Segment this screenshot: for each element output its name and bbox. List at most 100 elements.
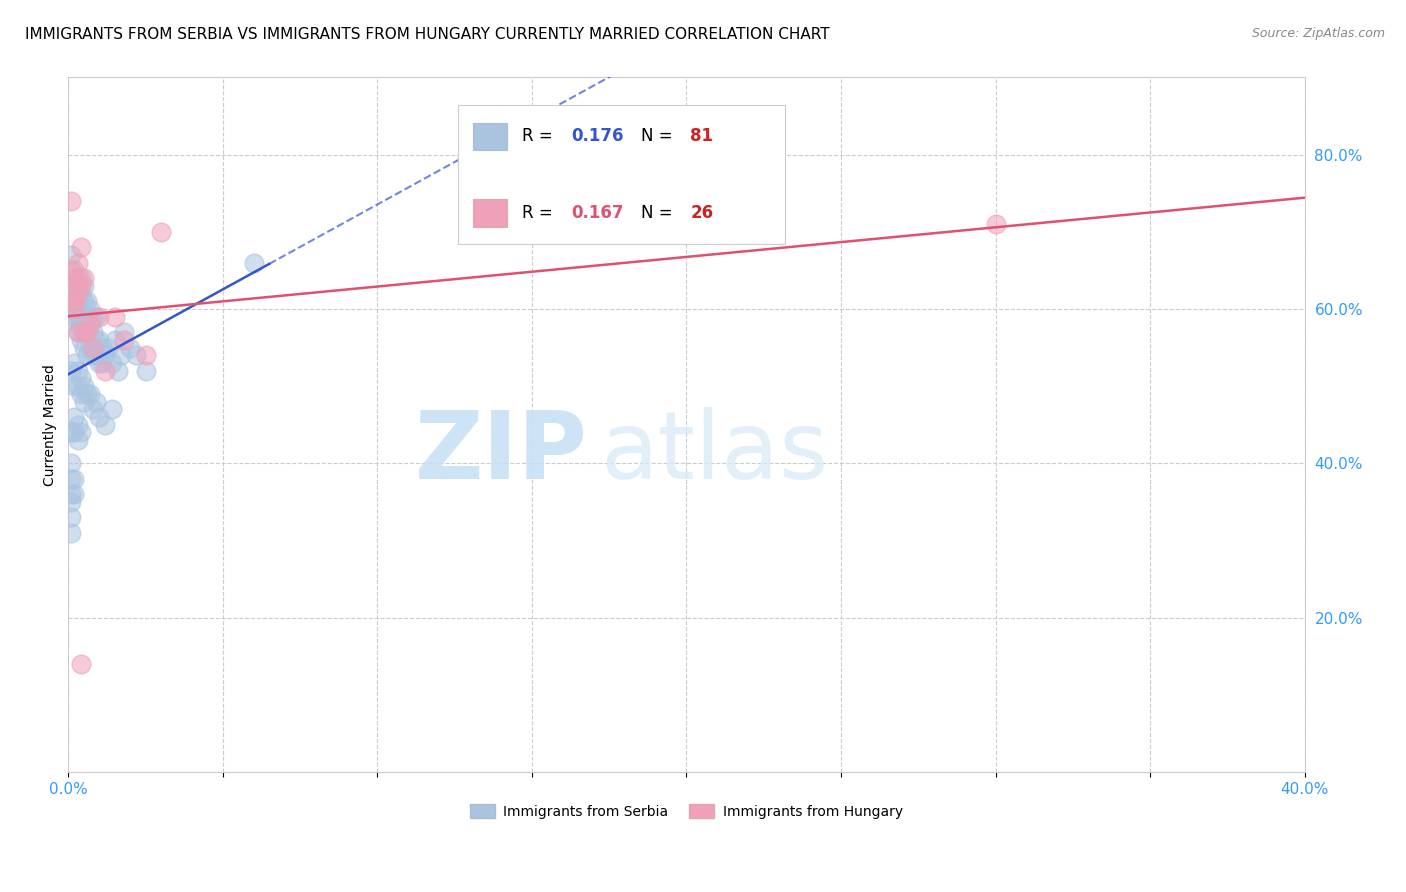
Point	[112, 333, 135, 347]
Point	[79, 301, 101, 316]
Point	[73, 294, 96, 309]
FancyBboxPatch shape	[458, 105, 786, 244]
FancyBboxPatch shape	[472, 199, 508, 227]
Point	[63, 294, 86, 309]
Point	[60, 278, 83, 293]
Point	[63, 410, 86, 425]
Point	[69, 425, 91, 440]
Point	[89, 410, 111, 425]
Point	[60, 278, 83, 293]
Point	[66, 318, 89, 332]
Point	[69, 318, 91, 332]
Point	[73, 394, 96, 409]
Point	[60, 472, 83, 486]
Point	[100, 402, 122, 417]
Text: Source: ZipAtlas.com: Source: ZipAtlas.com	[1251, 27, 1385, 40]
Point	[60, 194, 83, 208]
Point	[76, 325, 98, 339]
Point	[76, 310, 98, 324]
Point	[89, 310, 111, 324]
Point	[104, 333, 127, 347]
Legend: Immigrants from Serbia, Immigrants from Hungary: Immigrants from Serbia, Immigrants from …	[464, 798, 908, 824]
Point	[79, 318, 101, 332]
Point	[63, 310, 86, 324]
Point	[82, 325, 104, 339]
Point	[84, 394, 107, 409]
Point	[63, 379, 86, 393]
Point	[110, 348, 132, 362]
Point	[76, 348, 98, 362]
Point	[69, 271, 91, 285]
Point	[76, 387, 98, 401]
Point	[66, 286, 89, 301]
Point	[66, 325, 89, 339]
Point	[63, 278, 86, 293]
Point	[89, 356, 111, 370]
Point	[63, 301, 86, 316]
Point	[82, 310, 104, 324]
Point	[60, 425, 83, 440]
Point	[69, 240, 91, 254]
Point	[63, 356, 86, 370]
Point	[73, 271, 96, 285]
Point	[63, 294, 86, 309]
Point	[76, 325, 98, 339]
Point	[94, 417, 117, 432]
Point	[94, 364, 117, 378]
Point	[60, 263, 83, 277]
Point	[69, 278, 91, 293]
Text: 0.176: 0.176	[571, 128, 624, 145]
Text: R =: R =	[522, 128, 558, 145]
Point	[73, 341, 96, 355]
Point	[69, 333, 91, 347]
Point	[82, 348, 104, 362]
Point	[63, 271, 86, 285]
Point	[66, 294, 89, 309]
Point	[63, 472, 86, 486]
Point	[82, 402, 104, 417]
Point	[60, 495, 83, 509]
Point	[73, 278, 96, 293]
Point	[97, 341, 120, 355]
Point	[84, 348, 107, 362]
Point	[66, 301, 89, 316]
Text: atlas: atlas	[600, 407, 828, 499]
Point	[66, 379, 89, 393]
Text: 0.167: 0.167	[571, 204, 624, 222]
Point	[89, 333, 111, 347]
Point	[60, 364, 83, 378]
Point	[66, 364, 89, 378]
Point	[82, 341, 104, 355]
Point	[94, 348, 117, 362]
Point	[69, 371, 91, 385]
Point	[73, 379, 96, 393]
Point	[63, 487, 86, 501]
Point	[69, 657, 91, 671]
Point	[125, 348, 148, 362]
Point	[134, 364, 156, 378]
Point	[91, 341, 114, 355]
Point	[66, 325, 89, 339]
Point	[84, 333, 107, 347]
Text: IMMIGRANTS FROM SERBIA VS IMMIGRANTS FROM HUNGARY CURRENTLY MARRIED CORRELATION : IMMIGRANTS FROM SERBIA VS IMMIGRANTS FRO…	[25, 27, 830, 42]
Point	[60, 510, 83, 524]
Text: R =: R =	[522, 204, 558, 222]
Point	[149, 225, 172, 239]
Point	[63, 425, 86, 440]
Point	[91, 356, 114, 370]
Point	[60, 525, 83, 540]
Text: 81: 81	[690, 128, 713, 145]
Point	[112, 325, 135, 339]
Point	[66, 255, 89, 269]
Point	[107, 364, 129, 378]
FancyBboxPatch shape	[472, 122, 508, 151]
Text: 26: 26	[690, 204, 713, 222]
Point	[79, 387, 101, 401]
Y-axis label: Currently Married: Currently Married	[44, 364, 58, 485]
Point	[66, 433, 89, 447]
Point	[66, 278, 89, 293]
Point	[66, 310, 89, 324]
Point	[73, 325, 96, 339]
Point	[66, 271, 89, 285]
Point	[66, 417, 89, 432]
